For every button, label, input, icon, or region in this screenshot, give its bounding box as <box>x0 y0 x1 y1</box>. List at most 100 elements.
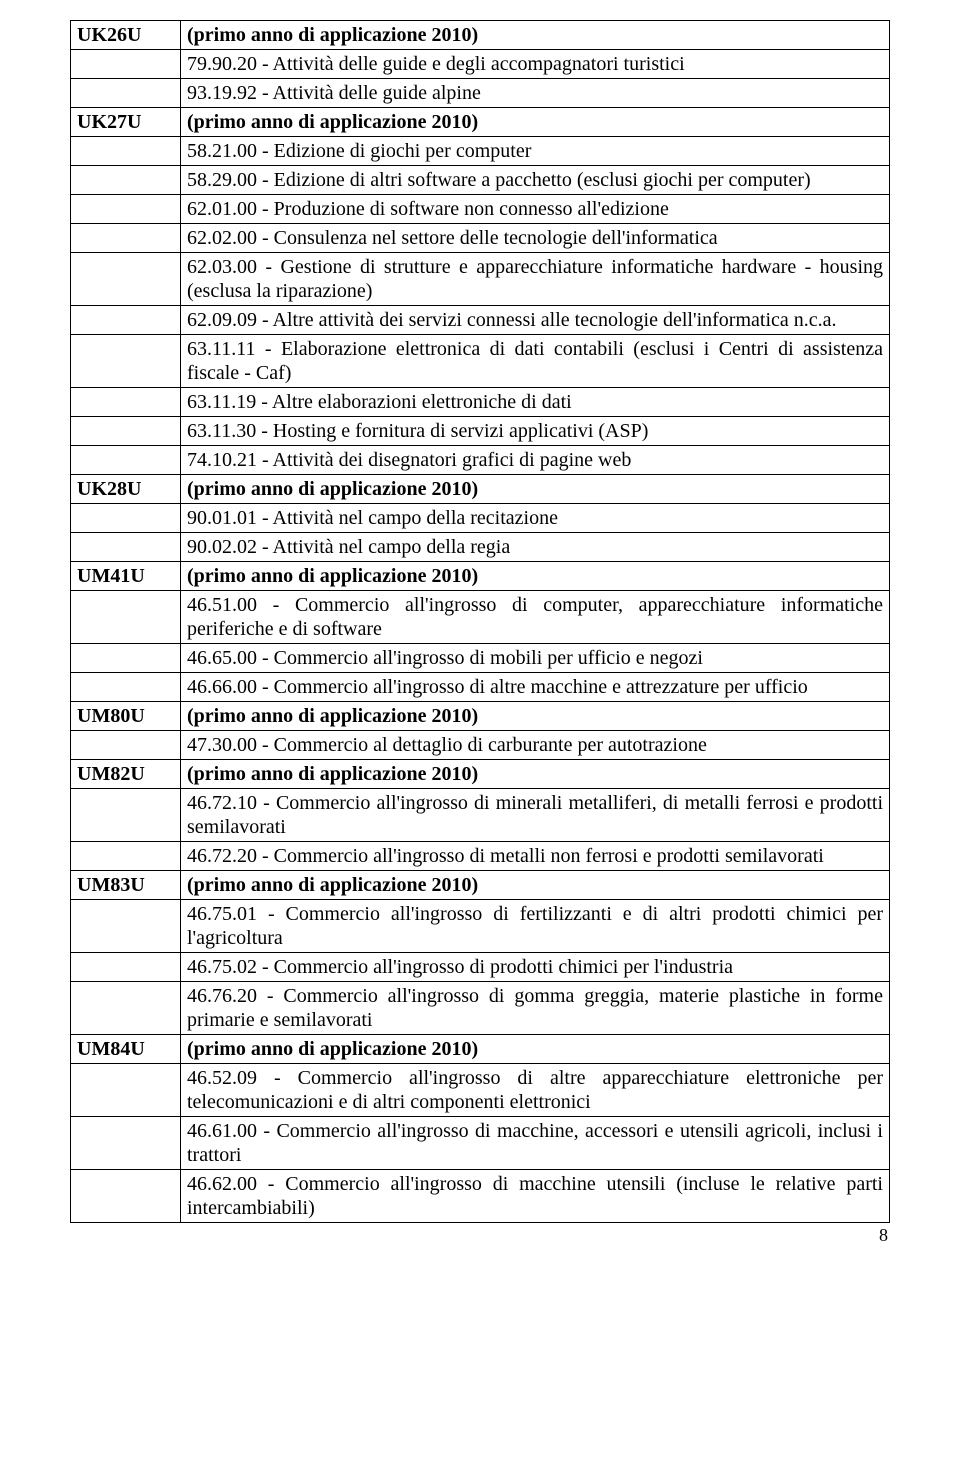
table-row: 90.01.01 - Attività nel campo della reci… <box>71 504 890 533</box>
table-row: UM83U(primo anno di applicazione 2010) <box>71 871 890 900</box>
table-row: 46.72.10 - Commercio all'ingrosso di min… <box>71 789 890 842</box>
table-row: 46.75.01 - Commercio all'ingrosso di fer… <box>71 900 890 953</box>
code-cell: UM80U <box>71 702 181 731</box>
desc-cell: (primo anno di applicazione 2010) <box>181 475 890 504</box>
desc-cell: 62.01.00 - Produzione di software non co… <box>181 195 890 224</box>
code-cell <box>71 673 181 702</box>
desc-cell: 46.65.00 - Commercio all'ingrosso di mob… <box>181 644 890 673</box>
table-row: 46.65.00 - Commercio all'ingrosso di mob… <box>71 644 890 673</box>
table-row: 46.72.20 - Commercio all'ingrosso di met… <box>71 842 890 871</box>
desc-cell: 58.29.00 - Edizione di altri software a … <box>181 166 890 195</box>
desc-cell: 62.02.00 - Consulenza nel settore delle … <box>181 224 890 253</box>
table-row: UM41U(primo anno di applicazione 2010) <box>71 562 890 591</box>
code-cell <box>71 224 181 253</box>
table-row: 46.76.20 - Commercio all'ingrosso di gom… <box>71 982 890 1035</box>
code-cell <box>71 1170 181 1223</box>
table-row: 46.51.00 - Commercio all'ingrosso di com… <box>71 591 890 644</box>
table-row: 63.11.30 - Hosting e fornitura di serviz… <box>71 417 890 446</box>
code-cell <box>71 1064 181 1117</box>
code-cell: UM83U <box>71 871 181 900</box>
code-cell <box>71 953 181 982</box>
code-cell <box>71 504 181 533</box>
table-row: UK26U(primo anno di applicazione 2010) <box>71 21 890 50</box>
desc-cell: 46.75.02 - Commercio all'ingrosso di pro… <box>181 953 890 982</box>
desc-cell: 46.66.00 - Commercio all'ingrosso di alt… <box>181 673 890 702</box>
table-row: 93.19.92 - Attività delle guide alpine <box>71 79 890 108</box>
code-cell: UK28U <box>71 475 181 504</box>
desc-cell: (primo anno di applicazione 2010) <box>181 760 890 789</box>
table-row: 90.02.02 - Attività nel campo della regi… <box>71 533 890 562</box>
table-row: 46.66.00 - Commercio all'ingrosso di alt… <box>71 673 890 702</box>
code-cell <box>71 306 181 335</box>
table-row: 58.21.00 - Edizione di giochi per comput… <box>71 137 890 166</box>
desc-cell: 93.19.92 - Attività delle guide alpine <box>181 79 890 108</box>
desc-cell: (primo anno di applicazione 2010) <box>181 562 890 591</box>
table-row: UK27U(primo anno di applicazione 2010) <box>71 108 890 137</box>
table-row: 58.29.00 - Edizione di altri software a … <box>71 166 890 195</box>
code-cell <box>71 533 181 562</box>
table-row: UM82U(primo anno di applicazione 2010) <box>71 760 890 789</box>
desc-cell: (primo anno di applicazione 2010) <box>181 21 890 50</box>
table-row: 47.30.00 - Commercio al dettaglio di car… <box>71 731 890 760</box>
code-cell <box>71 195 181 224</box>
code-cell: UK27U <box>71 108 181 137</box>
code-cell <box>71 253 181 306</box>
code-cell <box>71 900 181 953</box>
table-row: UK28U(primo anno di applicazione 2010) <box>71 475 890 504</box>
desc-cell: 46.72.10 - Commercio all'ingrosso di min… <box>181 789 890 842</box>
code-cell <box>71 446 181 475</box>
code-cell <box>71 731 181 760</box>
table-row: 62.01.00 - Produzione di software non co… <box>71 195 890 224</box>
desc-cell: (primo anno di applicazione 2010) <box>181 871 890 900</box>
code-cell <box>71 982 181 1035</box>
desc-cell: 58.21.00 - Edizione di giochi per comput… <box>181 137 890 166</box>
table-row: 63.11.19 - Altre elaborazioni elettronic… <box>71 388 890 417</box>
desc-cell: 46.76.20 - Commercio all'ingrosso di gom… <box>181 982 890 1035</box>
table-row: 74.10.21 - Attività dei disegnatori graf… <box>71 446 890 475</box>
table-row: UM80U(primo anno di applicazione 2010) <box>71 702 890 731</box>
code-cell <box>71 388 181 417</box>
desc-cell: (primo anno di applicazione 2010) <box>181 108 890 137</box>
code-cell <box>71 789 181 842</box>
desc-cell: 46.72.20 - Commercio all'ingrosso di met… <box>181 842 890 871</box>
code-cell: UM84U <box>71 1035 181 1064</box>
table-row: 62.09.09 - Altre attività dei servizi co… <box>71 306 890 335</box>
code-cell <box>71 644 181 673</box>
table-row: 62.03.00 - Gestione di strutture e appar… <box>71 253 890 306</box>
desc-cell: 46.75.01 - Commercio all'ingrosso di fer… <box>181 900 890 953</box>
desc-cell: (primo anno di applicazione 2010) <box>181 702 890 731</box>
table-row: 62.02.00 - Consulenza nel settore delle … <box>71 224 890 253</box>
table-row: UM84U(primo anno di applicazione 2010) <box>71 1035 890 1064</box>
table-row: 46.62.00 - Commercio all'ingrosso di mac… <box>71 1170 890 1223</box>
desc-cell: 62.09.09 - Altre attività dei servizi co… <box>181 306 890 335</box>
desc-cell: (primo anno di applicazione 2010) <box>181 1035 890 1064</box>
desc-cell: 74.10.21 - Attività dei disegnatori graf… <box>181 446 890 475</box>
desc-cell: 47.30.00 - Commercio al dettaglio di car… <box>181 731 890 760</box>
code-cell <box>71 591 181 644</box>
desc-cell: 90.01.01 - Attività nel campo della reci… <box>181 504 890 533</box>
desc-cell: 46.61.00 - Commercio all'ingrosso di mac… <box>181 1117 890 1170</box>
code-cell <box>71 79 181 108</box>
code-cell <box>71 417 181 446</box>
table-row: 63.11.11 - Elaborazione elettronica di d… <box>71 335 890 388</box>
code-cell <box>71 1117 181 1170</box>
code-cell <box>71 842 181 871</box>
desc-cell: 79.90.20 - Attività delle guide e degli … <box>181 50 890 79</box>
code-cell <box>71 166 181 195</box>
codes-table: UK26U(primo anno di applicazione 2010)79… <box>70 20 890 1223</box>
code-cell <box>71 137 181 166</box>
code-cell: UM82U <box>71 760 181 789</box>
table-row: 46.52.09 - Commercio all'ingrosso di alt… <box>71 1064 890 1117</box>
table-row: 46.61.00 - Commercio all'ingrosso di mac… <box>71 1117 890 1170</box>
desc-cell: 62.03.00 - Gestione di strutture e appar… <box>181 253 890 306</box>
desc-cell: 46.52.09 - Commercio all'ingrosso di alt… <box>181 1064 890 1117</box>
table-row: 79.90.20 - Attività delle guide e degli … <box>71 50 890 79</box>
desc-cell: 63.11.11 - Elaborazione elettronica di d… <box>181 335 890 388</box>
code-cell: UM41U <box>71 562 181 591</box>
code-cell <box>71 335 181 388</box>
page-number: 8 <box>70 1225 890 1246</box>
code-cell: UK26U <box>71 21 181 50</box>
table-row: 46.75.02 - Commercio all'ingrosso di pro… <box>71 953 890 982</box>
desc-cell: 46.51.00 - Commercio all'ingrosso di com… <box>181 591 890 644</box>
desc-cell: 46.62.00 - Commercio all'ingrosso di mac… <box>181 1170 890 1223</box>
